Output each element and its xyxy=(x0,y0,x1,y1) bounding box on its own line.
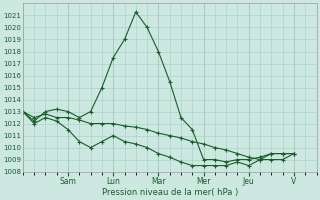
X-axis label: Pression niveau de la mer( hPa ): Pression niveau de la mer( hPa ) xyxy=(101,188,238,197)
